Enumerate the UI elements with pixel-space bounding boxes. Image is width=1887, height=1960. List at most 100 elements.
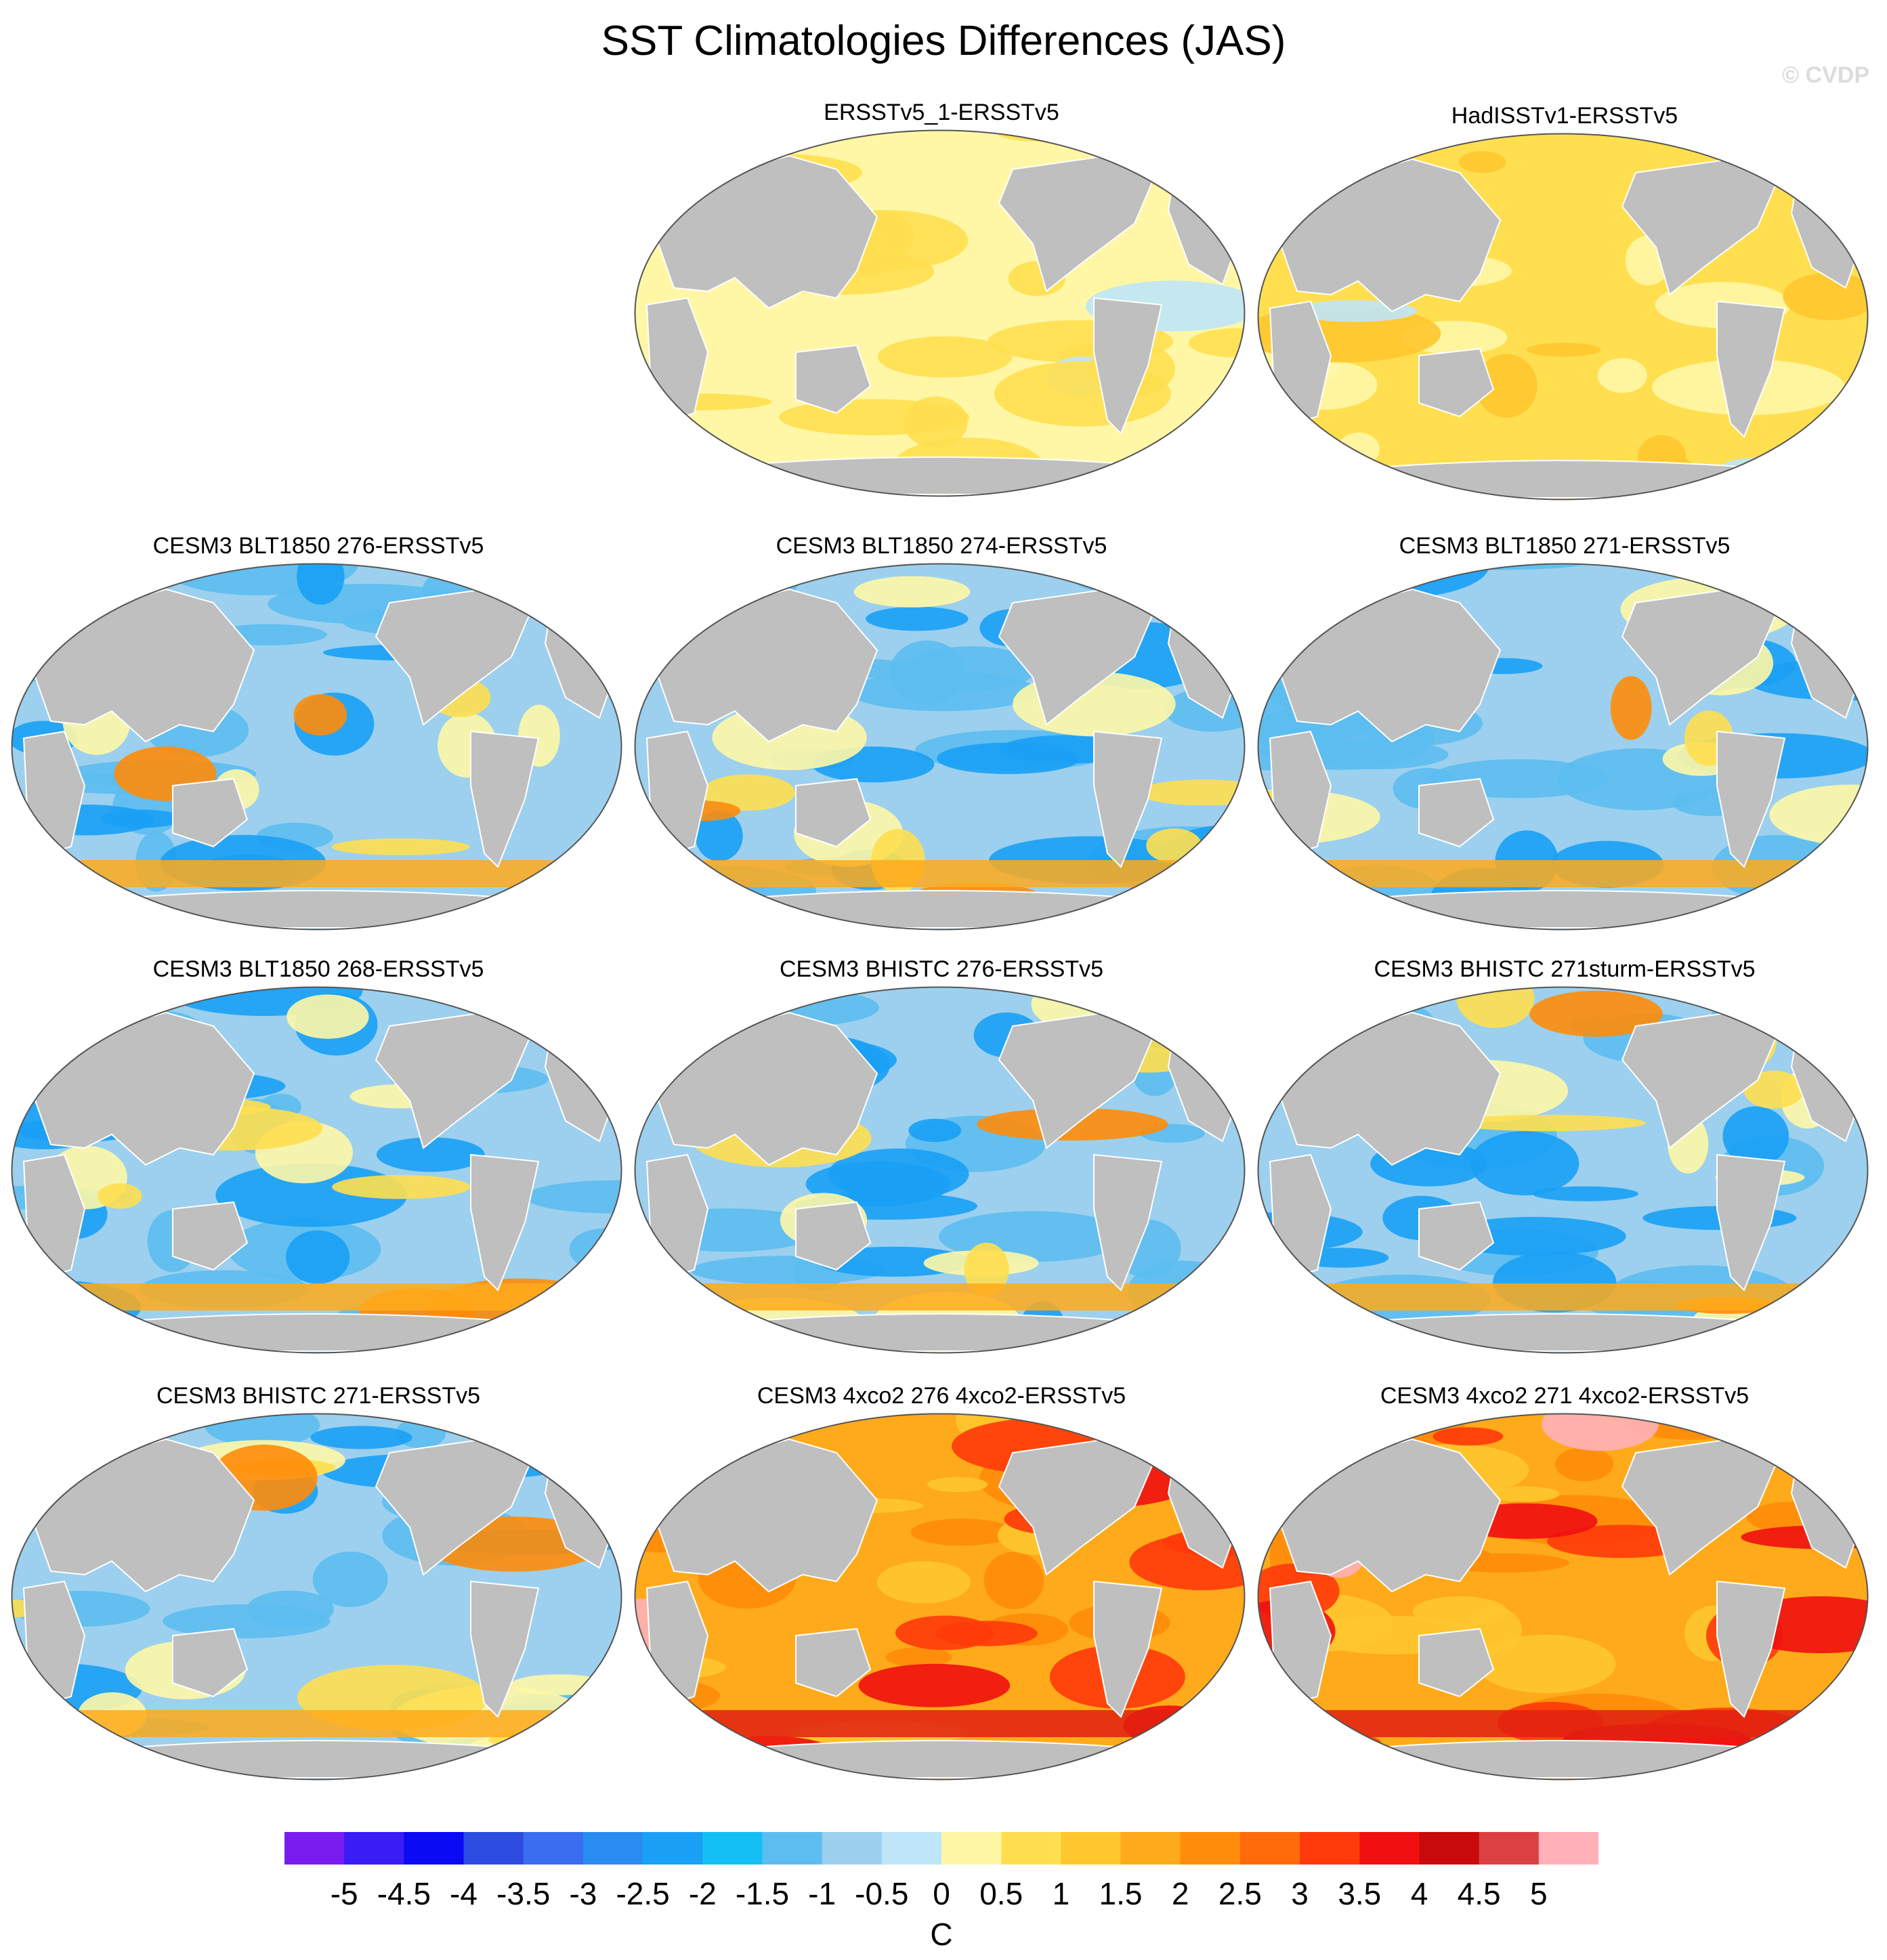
- land-mass: [1093, 1153, 1163, 1292]
- sst-anomaly-patch: [908, 1118, 962, 1143]
- colorbar-tick-label: 3.5: [1338, 1876, 1382, 1911]
- sst-anomaly-patch: [1116, 450, 1229, 496]
- sst-anomaly-patch: [937, 742, 1080, 774]
- land-mass: [795, 1627, 872, 1698]
- sst-anomaly-patch: [1116, 130, 1245, 154]
- map-border: [1257, 563, 1869, 931]
- sst-anomaly-patch: [376, 1137, 485, 1172]
- sst-anomaly-patch: [1139, 130, 1245, 140]
- map-panel: CESM3 BLT1850 271-ERSSTv5: [1256, 532, 1873, 938]
- land-mass: [713, 456, 1170, 495]
- sst-anomaly-patch: [701, 774, 795, 811]
- sst-anomaly-patch: [524, 1180, 622, 1214]
- map-panel: CESM3 BHISTC 276-ERSSTv5: [633, 955, 1250, 1361]
- land-mass: [470, 730, 540, 868]
- colorbar-tick-label: 2: [1171, 1876, 1189, 1911]
- sst-anomaly-patch: [1542, 1413, 1659, 1451]
- land-mass: [1716, 730, 1786, 868]
- sst-anomaly-patch: [1532, 1186, 1638, 1201]
- sst-anomaly-patch: [51, 563, 141, 601]
- colorbar-box: [284, 1832, 345, 1865]
- map-panel: CESM3 4xco2 271 4xco2-ERSSTv5: [1256, 1382, 1873, 1788]
- land-mass: [795, 777, 872, 848]
- map-panel: CESM3 BHISTC 271sturm-ERSSTv5: [1256, 955, 1873, 1361]
- colorbar-box: [1419, 1832, 1480, 1865]
- land-mass: [1418, 777, 1495, 848]
- panel-title: HadISSTv1-ERSSTv5: [1451, 103, 1678, 129]
- sst-anomaly-patch: [877, 336, 1013, 378]
- sst-anomaly-patch: [1597, 358, 1647, 393]
- land-mass: [1716, 1580, 1786, 1718]
- colorbar-box: [1359, 1832, 1420, 1865]
- southern-ocean-band: [1258, 1283, 1868, 1311]
- map-border: [634, 563, 1246, 931]
- colorbar-box: [762, 1832, 823, 1865]
- land-mass: [713, 1313, 1170, 1352]
- sst-anomaly-patch: [1124, 1327, 1245, 1353]
- map-plot: [1257, 563, 1869, 931]
- land-mass: [1275, 1011, 1502, 1166]
- colorbar-tick-label: 1: [1052, 1876, 1070, 1911]
- land-mass: [1275, 588, 1502, 743]
- land-mass: [652, 588, 878, 743]
- colorbar-tick-label: -4: [450, 1876, 478, 1911]
- sst-anomaly-patch: [1526, 343, 1601, 357]
- land-mass: [172, 777, 249, 848]
- colorbar-tick-label: -1.5: [735, 1876, 790, 1911]
- sst-anomaly-patch: [1743, 1070, 1804, 1109]
- map-border: [11, 986, 622, 1354]
- sst-anomaly-patch: [876, 1561, 971, 1604]
- map-plot: [11, 986, 622, 1354]
- sst-anomaly-patch: [1258, 610, 1300, 640]
- sst-anomaly-patch: [247, 1590, 334, 1628]
- sst-anomaly-patch: [1475, 1634, 1616, 1693]
- sst-anomaly-patch: [1470, 1131, 1579, 1196]
- sst-anomaly-patch: [895, 1615, 994, 1650]
- map-border: [11, 1413, 622, 1781]
- map-panel: CESM3 BLT1850 268-ERSSTv5: [10, 955, 627, 1361]
- sst-anomaly-patch: [332, 1174, 471, 1199]
- sst-anomaly-patch: [656, 1743, 708, 1780]
- land-mass: [1716, 300, 1786, 438]
- colorbar-tick-label: 2.5: [1218, 1876, 1262, 1911]
- sst-anomaly-patch: [1476, 354, 1538, 418]
- panel-title: CESM3 4xco2 276 4xco2-ERSSTv5: [757, 1383, 1126, 1409]
- sst-anomaly-patch: [1276, 566, 1362, 586]
- sst-anomaly-patch: [1188, 328, 1245, 358]
- colorbar-tick-label: 0: [933, 1876, 950, 1911]
- colorbar-box: [344, 1832, 404, 1865]
- map-panel: ERSSTv5_1-ERSSTv5: [633, 98, 1250, 505]
- sst-anomaly-patch: [885, 1647, 952, 1667]
- sst-anomaly-patch: [286, 1230, 350, 1284]
- sst-anomaly-patch: [293, 694, 347, 736]
- sst-anomaly-patch: [1783, 272, 1868, 320]
- land-mass: [1418, 347, 1495, 418]
- sst-anomaly-patch: [1221, 1491, 1245, 1523]
- sst-anomaly-patch: [1458, 151, 1506, 173]
- map-panel: CESM3 4xco2 276 4xco2-ERSSTv5: [633, 1382, 1250, 1788]
- sst-anomaly-patch: [1722, 1106, 1789, 1166]
- sst-anomaly-patch: [666, 447, 748, 464]
- sst-anomaly-patch: [1433, 1427, 1504, 1446]
- land-mass: [713, 1740, 1170, 1778]
- map-border: [634, 129, 1246, 497]
- sst-anomaly-patch: [1555, 1447, 1613, 1481]
- sst-anomaly-patch: [635, 1413, 737, 1445]
- sst-anomaly-patch: [12, 1323, 130, 1353]
- sst-anomaly-patch: [510, 1674, 608, 1695]
- map-plot: [634, 563, 1246, 931]
- colorbar-box: [822, 1832, 883, 1865]
- panel-title: CESM3 BHISTC 271-ERSSTv5: [156, 1383, 481, 1409]
- sst-anomaly-patch: [287, 994, 369, 1039]
- colorbar-tick-label: 4: [1410, 1876, 1428, 1911]
- sst-anomaly-patch: [331, 838, 470, 855]
- sst-anomaly-patch: [1258, 563, 1323, 606]
- sst-anomaly-patch: [848, 671, 1038, 711]
- land-mass: [1418, 1201, 1495, 1271]
- map-plot: [11, 563, 622, 931]
- watermark: © CVDP: [1782, 62, 1869, 88]
- colorbar-tick-label: -1: [808, 1876, 836, 1911]
- colorbar-tick-label: 1.5: [1099, 1876, 1143, 1911]
- colorbar-box: [1120, 1832, 1181, 1865]
- southern-ocean-band: [12, 1283, 622, 1311]
